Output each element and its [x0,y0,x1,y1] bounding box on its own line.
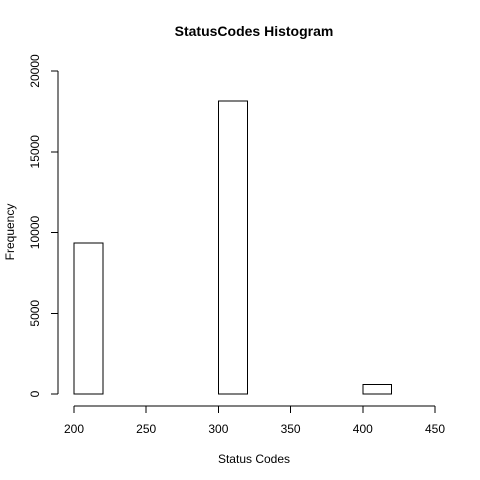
histogram-bar-400-420 [362,383,393,395]
x-tick-label-250: 250 [136,422,156,436]
histogram-bar-300-320 [217,100,248,395]
chart-title: StatusCodes Histogram [175,23,334,39]
x-tick-label-350: 350 [281,422,301,436]
y-axis-label: Frequency [3,204,17,261]
x-axis: 200 250 300 350 400 450 [64,405,445,436]
x-tick-label-400: 400 [353,422,373,436]
x-tick-label-300: 300 [208,422,228,436]
bars-group [73,100,393,395]
y-tick-label-20000: 20000 [28,54,42,88]
y-axis: 0 5000 10000 15000 20000 [28,54,59,397]
y-tick-label-5000: 5000 [28,300,42,327]
x-tick-label-200: 200 [64,422,84,436]
y-tick-label-10000: 10000 [28,215,42,249]
x-axis-label: Status Codes [218,452,290,466]
histogram-bar-200-220 [73,242,104,395]
y-tick-label-15000: 15000 [28,135,42,169]
x-tick-label-450: 450 [425,422,445,436]
y-tick-label-0: 0 [28,390,42,397]
